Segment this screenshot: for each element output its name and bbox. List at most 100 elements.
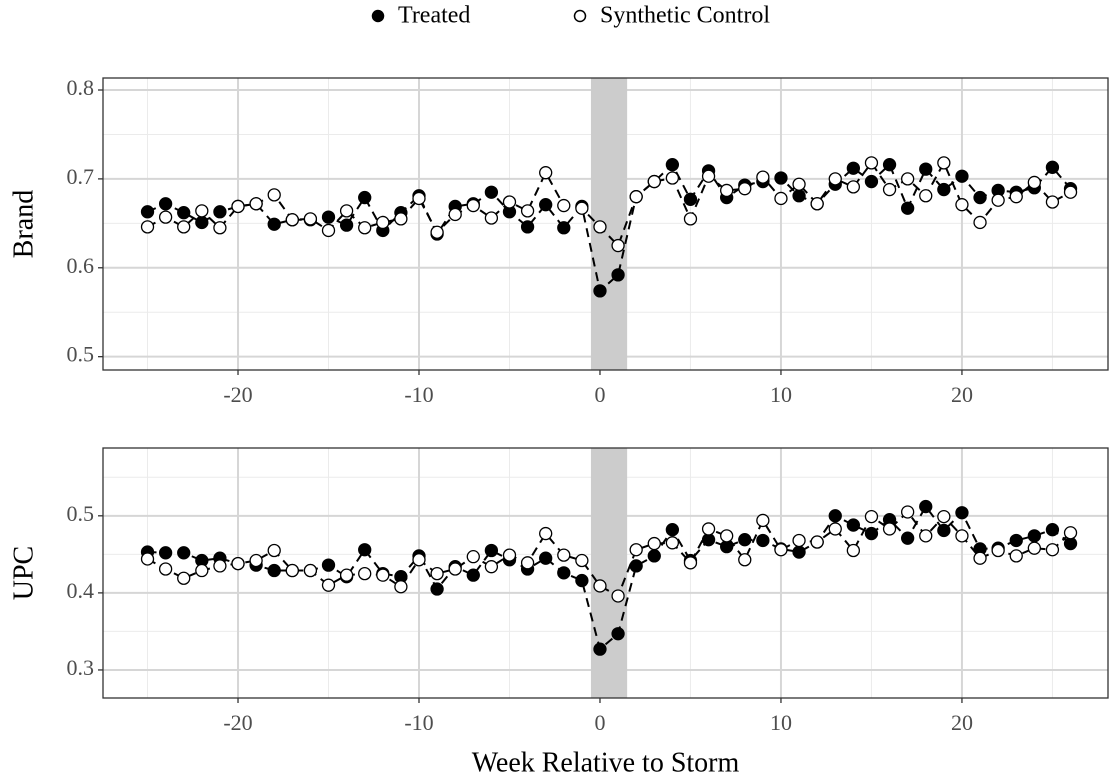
data-point — [901, 172, 915, 186]
data-point — [557, 566, 571, 580]
x-tick-label: -10 — [404, 710, 433, 735]
data-point — [828, 509, 842, 523]
data-point — [1027, 175, 1041, 190]
data-point — [756, 513, 770, 528]
data-point — [792, 189, 806, 203]
data-point — [1045, 523, 1060, 537]
data-point — [376, 215, 390, 230]
data-point — [539, 166, 553, 180]
data-point — [557, 221, 571, 235]
data-point — [611, 238, 625, 253]
data-point — [484, 211, 499, 225]
data-point — [231, 199, 245, 214]
data-point — [394, 212, 408, 226]
data-point — [502, 195, 517, 209]
data-point — [539, 551, 553, 565]
x-tick-label: -20 — [223, 710, 252, 735]
legend-marker — [371, 9, 385, 23]
x-tick-label: 20 — [951, 710, 973, 735]
data-point — [792, 545, 806, 559]
data-point — [1027, 541, 1041, 555]
y-tick-label: 0.8 — [67, 75, 95, 100]
data-point — [955, 529, 969, 543]
data-point — [466, 198, 480, 213]
data-point — [484, 543, 499, 558]
data-point — [720, 183, 734, 198]
data-point — [249, 197, 263, 211]
data-point — [195, 204, 209, 218]
data-point — [1045, 543, 1060, 557]
data-point — [358, 190, 372, 205]
data-point — [195, 563, 209, 578]
data-point — [774, 543, 788, 557]
data-point — [901, 505, 915, 519]
data-point — [919, 529, 933, 543]
data-point — [321, 558, 336, 572]
data-point — [919, 499, 933, 514]
data-point — [539, 526, 553, 541]
data-point — [683, 192, 698, 206]
data-point — [466, 550, 480, 564]
data-point — [158, 210, 173, 224]
y-tick-label: 0.4 — [67, 578, 95, 603]
data-point — [339, 568, 354, 582]
x-tick-label: 0 — [594, 710, 605, 735]
x-tick-label: 10 — [770, 382, 792, 407]
data-point — [864, 156, 879, 170]
data-point — [231, 556, 245, 571]
data-point — [701, 522, 716, 536]
data-point — [430, 566, 444, 581]
data-point — [557, 198, 571, 213]
data-point — [140, 205, 155, 219]
data-point — [412, 191, 426, 206]
data-point — [249, 553, 263, 568]
data-point — [882, 522, 897, 536]
panel-border — [102, 447, 1109, 699]
data-point — [213, 559, 227, 573]
data-point — [303, 563, 318, 578]
data-point — [1009, 190, 1023, 204]
data-point — [358, 543, 372, 557]
data-point — [593, 642, 607, 656]
y-tick-label: 0.3 — [67, 655, 95, 680]
data-point — [448, 562, 462, 576]
data-point — [901, 531, 915, 545]
data-point — [484, 560, 499, 574]
data-point — [593, 220, 607, 234]
data-point — [720, 529, 734, 543]
legend-label: Synthetic Control — [600, 3, 770, 29]
data-point — [611, 627, 625, 641]
x-tick-label: -10 — [404, 382, 433, 407]
data-point — [937, 523, 951, 538]
data-point — [792, 533, 806, 548]
data-point — [267, 563, 281, 578]
y-axis-title: UPC — [8, 546, 39, 600]
data-point — [213, 221, 227, 235]
y-tick-label: 0.7 — [67, 164, 95, 189]
data-point — [991, 193, 1005, 207]
data-point — [575, 201, 589, 215]
data-point — [1045, 195, 1060, 209]
series-line — [147, 510, 1072, 598]
data-point — [358, 566, 372, 581]
data-point — [683, 212, 698, 226]
data-point — [430, 582, 444, 596]
data-point — [140, 552, 155, 566]
data-point — [1009, 533, 1023, 548]
data-point — [177, 546, 191, 560]
data-point — [647, 174, 661, 189]
data-point — [394, 580, 408, 594]
data-point — [321, 210, 336, 224]
x-tick-label: 20 — [951, 382, 973, 407]
data-point — [701, 169, 716, 183]
data-point — [647, 549, 661, 563]
data-point — [593, 284, 607, 298]
data-point — [810, 197, 824, 211]
data-point — [611, 589, 625, 603]
data-point — [140, 220, 155, 234]
data-point — [683, 556, 698, 570]
x-tick-label: 0 — [594, 382, 605, 407]
data-point — [882, 182, 897, 197]
data-point — [1009, 549, 1023, 563]
